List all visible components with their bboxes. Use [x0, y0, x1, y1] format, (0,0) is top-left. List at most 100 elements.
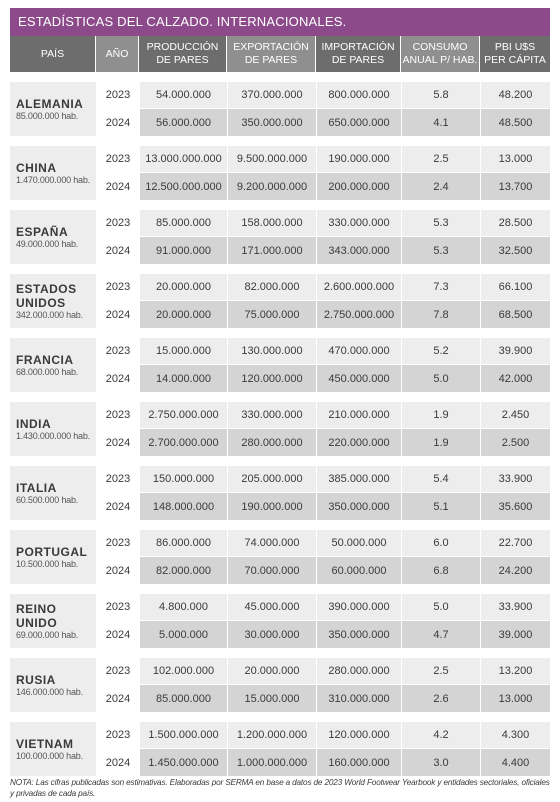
country-population: 60.500.000 hab. — [16, 494, 79, 505]
header-pais: PAÍS — [10, 36, 96, 72]
cell-exportacion: 350.000.000 — [227, 109, 316, 136]
cell-produccion: 85.000.000 — [139, 210, 227, 236]
cell-exportacion: 9.200.000.000 — [227, 173, 316, 200]
cell-consumo: 5.0 — [401, 365, 480, 392]
cell-produccion: 1.450.000.000 — [139, 749, 227, 776]
cell-consumo: 2.4 — [401, 173, 480, 200]
cell-year: 2023 — [96, 722, 139, 748]
cell-produccion: 85.000.000 — [139, 685, 227, 712]
country-cell: CHINA 1.470.000.000 hab. — [10, 146, 96, 200]
cell-year: 2023 — [96, 146, 139, 172]
cell-produccion: 54.000.000 — [139, 82, 227, 108]
country-group: REINO UNIDO 69.000.000 hab. 2023 4.800.000 45… — [10, 594, 550, 648]
country-group: PORTUGAL 10.500.000 hab. 2023 86.000.000 74.… — [10, 530, 550, 584]
table-row: 2023 85.000.000 158.000.000 330.000.000 5.3 2… — [96, 210, 550, 237]
footnote: NOTA: Las cifras publicadas son estimati… — [10, 778, 550, 798]
cell-exportacion: 370.000.000 — [227, 82, 316, 108]
country-name: UNIDO — [16, 615, 58, 630]
cell-exportacion: 75.000.000 — [227, 301, 316, 328]
cell-importacion: 2.600.000.000 — [316, 274, 401, 300]
cell-consumo: 6.8 — [401, 557, 480, 584]
cell-year: 2023 — [96, 402, 139, 428]
cell-exportacion: 45.000.000 — [227, 594, 316, 620]
cell-pbi: 33.900 — [480, 466, 550, 492]
table-row: 2024 20.000.000 75.000.000 2.750.000.000 7.8… — [96, 301, 550, 328]
header-exportacion: EXPORTACIÓN DE PARES — [227, 36, 316, 72]
country-population: 342.000.000 hab. — [16, 309, 83, 320]
cell-year: 2023 — [96, 274, 139, 300]
cell-produccion: 2.700.000.000 — [139, 429, 227, 456]
country-cell: ESTADOS UNIDOS 342.000.000 hab. — [10, 274, 96, 328]
country-group: VIETNAM 100.000.000 hab. 2023 1.500.000.000… — [10, 722, 550, 776]
cell-exportacion: 15.000.000 — [227, 685, 316, 712]
cell-exportacion: 70.000.000 — [227, 557, 316, 584]
cell-produccion: 148.000.000 — [139, 493, 227, 520]
cell-pbi: 48.200 — [480, 82, 550, 108]
country-cell: ALEMANIA 85.000.000 hab. — [10, 82, 96, 136]
cell-exportacion: 9.500.000.000 — [227, 146, 316, 172]
cell-year: 2024 — [96, 557, 139, 584]
cell-pbi: 33.900 — [480, 594, 550, 620]
cell-exportacion: 120.000.000 — [227, 365, 316, 392]
cell-year: 2023 — [96, 594, 139, 620]
header-anio: AÑO — [96, 36, 139, 72]
cell-produccion: 12.500.000.000 — [139, 173, 227, 200]
cell-exportacion: 205.000.000 — [227, 466, 316, 492]
country-population: 69.000.000 hab. — [16, 629, 79, 640]
header-importacion-line1: IMPORTACIÓN — [321, 41, 395, 53]
cell-exportacion: 330.000.000 — [227, 402, 316, 428]
cell-importacion: 470.000.000 — [316, 338, 401, 364]
cell-consumo: 5.8 — [401, 82, 480, 108]
country-groups: ALEMANIA 85.000.000 hab. 2023 54.000.000 370… — [10, 82, 550, 776]
cell-pbi: 68.500 — [480, 301, 550, 328]
country-name: INDIA — [16, 416, 52, 431]
table-row: 2023 4.800.000 45.000.000 390.000.000 5.0 33.… — [96, 594, 550, 621]
header-pbi: PBI U$S PER CÁPITA — [480, 36, 550, 72]
cell-importacion: 800.000.000 — [316, 82, 401, 108]
cell-pbi: 13.000 — [480, 685, 550, 712]
cell-pbi: 42.000 — [480, 365, 550, 392]
header-pbi-line2: PER CÁPITA — [484, 54, 546, 66]
cell-importacion: 220.000.000 — [316, 429, 401, 456]
cell-year: 2024 — [96, 749, 139, 776]
cell-produccion: 86.000.000 — [139, 530, 227, 556]
cell-importacion: 310.000.000 — [316, 685, 401, 712]
header-importacion: IMPORTACIÓN DE PARES — [316, 36, 401, 72]
header-consumo-line1: CONSUMO — [412, 41, 468, 53]
cell-year: 2024 — [96, 237, 139, 264]
cell-exportacion: 190.000.000 — [227, 493, 316, 520]
country-group: RUSIA 146.000.000 hab. 2023 102.000.000 20.0… — [10, 658, 550, 712]
cell-importacion: 2.750.000.000 — [316, 301, 401, 328]
cell-consumo: 6.0 — [401, 530, 480, 556]
cell-year: 2024 — [96, 365, 139, 392]
cell-pbi: 32.500 — [480, 237, 550, 264]
cell-exportacion: 74.000.000 — [227, 530, 316, 556]
cell-exportacion: 30.000.000 — [227, 621, 316, 648]
cell-exportacion: 158.000.000 — [227, 210, 316, 236]
table-row: 2023 20.000.000 82.000.000 2.600.000.000 7.3… — [96, 274, 550, 301]
cell-pbi: 13.000 — [480, 146, 550, 172]
cell-produccion: 2.750.000.000 — [139, 402, 227, 428]
country-population: 146.000.000 hab. — [16, 686, 83, 697]
cell-produccion: 91.000.000 — [139, 237, 227, 264]
table-header: PAÍS AÑO PRODUCCIÓN DE PARES EXPORTACIÓN D… — [10, 36, 550, 72]
country-cell: ESPAÑA 49.000.000 hab. — [10, 210, 96, 264]
table-row: 2024 91.000.000 171.000.000 343.000.000 5.3 3… — [96, 237, 550, 264]
cell-produccion: 13.000.000.000 — [139, 146, 227, 172]
country-name: ESPAÑA — [16, 224, 69, 239]
country-population: 1.430.000.000 hab. — [16, 430, 90, 441]
cell-pbi: 28.500 — [480, 210, 550, 236]
country-name: UNIDOS — [16, 295, 66, 310]
country-cell: RUSIA 146.000.000 hab. — [10, 658, 96, 712]
cell-year: 2023 — [96, 338, 139, 364]
cell-importacion: 330.000.000 — [316, 210, 401, 236]
cell-pbi: 2.500 — [480, 429, 550, 456]
header-consumo-line2: ANUAL P/ HAB. — [402, 54, 478, 66]
table-row: 2024 148.000.000 190.000.000 350.000.000 5.1… — [96, 493, 550, 520]
cell-consumo: 5.3 — [401, 210, 480, 236]
cell-produccion: 4.800.000 — [139, 594, 227, 620]
table-row: 2023 1.500.000.000 1.200.000.000 120.000.00… — [96, 722, 550, 749]
country-population: 85.000.000 hab. — [16, 110, 79, 121]
cell-produccion: 20.000.000 — [139, 274, 227, 300]
